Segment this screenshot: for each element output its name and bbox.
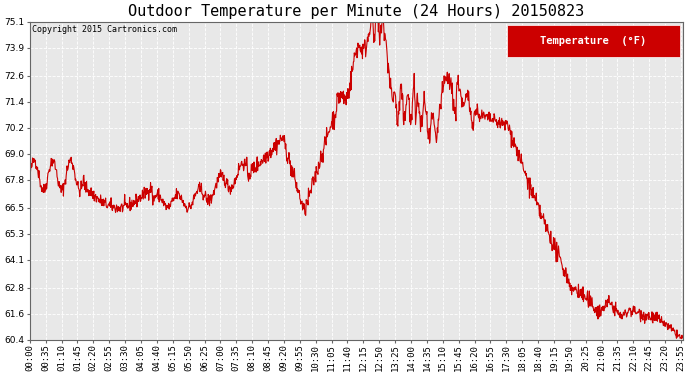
Text: Temperature  (°F): Temperature (°F) [540,36,646,46]
Text: Copyright 2015 Cartronics.com: Copyright 2015 Cartronics.com [32,25,177,34]
FancyBboxPatch shape [506,25,680,57]
Title: Outdoor Temperature per Minute (24 Hours) 20150823: Outdoor Temperature per Minute (24 Hours… [128,4,584,19]
